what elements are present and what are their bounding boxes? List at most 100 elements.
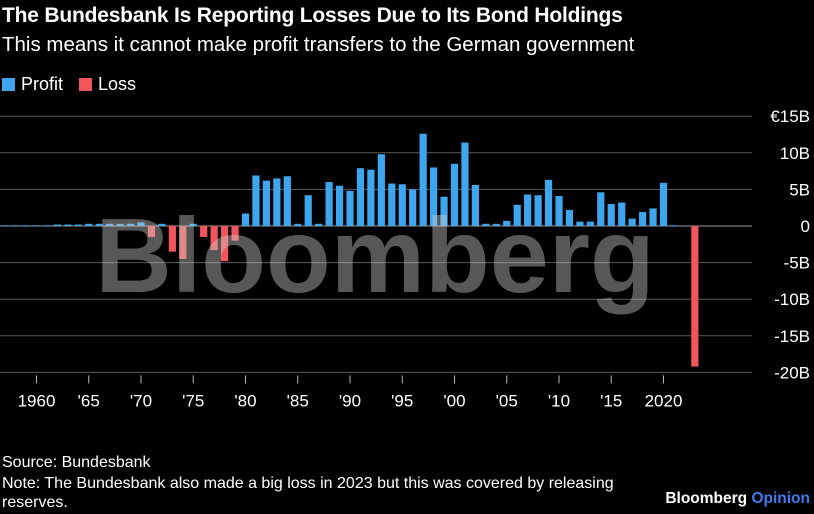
profit-bar xyxy=(409,189,417,226)
y-tick-label: 5B xyxy=(789,180,810,199)
y-tick-label: 10B xyxy=(780,144,810,163)
profit-bar xyxy=(137,222,145,226)
profit-bar xyxy=(356,168,365,226)
x-tick-label: '00 xyxy=(443,391,465,410)
loss-bar xyxy=(147,226,156,237)
footnote: Note: The Bundesbank also made a big los… xyxy=(2,475,614,511)
x-tick-label: '75 xyxy=(182,391,204,410)
legend-swatch-profit xyxy=(2,78,15,91)
profit-bar xyxy=(262,180,270,226)
legend: Profit Loss xyxy=(2,74,152,95)
profit-bar xyxy=(367,169,375,226)
legend-swatch-loss xyxy=(79,78,93,91)
profit-bar xyxy=(241,213,250,226)
profit-bar xyxy=(544,179,553,226)
chart-subtitle: This means it cannot make profit transfe… xyxy=(2,33,635,56)
x-tick-label: '70 xyxy=(130,391,152,410)
loss-bar xyxy=(168,226,176,252)
loss-bar xyxy=(231,226,239,241)
profit-bar xyxy=(304,195,312,226)
profit-bar xyxy=(419,133,427,226)
x-tick-label: '85 xyxy=(287,391,309,410)
y-tick-label: 0 xyxy=(801,217,810,236)
profit-bar xyxy=(158,223,166,226)
profit-bar xyxy=(555,195,563,226)
loss-bar xyxy=(210,226,218,251)
profit-bar xyxy=(325,182,333,226)
y-axis-ticks: €15B 10B 5B 0 -5B -10B -15B -20B xyxy=(770,107,810,382)
profit-bar xyxy=(471,185,479,226)
profit-bar xyxy=(85,223,93,226)
profit-bar xyxy=(126,223,135,226)
profit-bar xyxy=(22,225,30,227)
x-tick-label: '15 xyxy=(600,391,622,410)
profit-bar xyxy=(670,225,678,227)
bars xyxy=(1,133,699,367)
profit-bar xyxy=(53,224,61,226)
legend-label-profit: Profit xyxy=(21,74,64,94)
loss-bar xyxy=(200,226,208,237)
loss-bar xyxy=(691,226,699,367)
profit-bar xyxy=(273,178,281,226)
profit-bar xyxy=(576,221,584,226)
profit-bar xyxy=(12,225,20,227)
legend-label-loss: Loss xyxy=(98,74,137,94)
profit-bar xyxy=(607,204,615,226)
chart-title: The Bundesbank Is Reporting Losses Due t… xyxy=(2,4,623,27)
y-tick-label: -5B xyxy=(784,254,810,273)
profit-bar xyxy=(377,154,385,226)
profit-bar xyxy=(513,204,521,226)
profit-bar xyxy=(659,182,668,226)
x-tick-label: '05 xyxy=(496,391,518,410)
profit-bar xyxy=(524,194,532,226)
x-tick-label: '90 xyxy=(339,391,361,410)
profit-bar xyxy=(597,192,605,226)
x-tick-label: '80 xyxy=(234,391,256,410)
profit-bar xyxy=(1,225,9,227)
profit-bar xyxy=(283,176,291,226)
y-tick-label: -10B xyxy=(774,290,810,309)
gridlines xyxy=(0,115,752,373)
y-tick-label: €15B xyxy=(770,107,810,126)
x-tick-label: '10 xyxy=(548,391,570,410)
profit-bar xyxy=(482,223,490,226)
profit-bar xyxy=(106,223,114,226)
profit-bar xyxy=(388,183,396,226)
bloomberg-watermark: Bloomberg xyxy=(95,197,654,315)
x-tick-label: '65 xyxy=(78,391,100,410)
profit-bar xyxy=(618,202,626,226)
profit-bar xyxy=(335,185,344,226)
profit-bar xyxy=(440,196,448,226)
brand-accent: Opinion xyxy=(751,490,810,507)
profit-bar xyxy=(639,212,647,226)
profit-bar xyxy=(64,224,72,226)
x-tick-label: '95 xyxy=(391,391,413,410)
legend-item-loss: Loss xyxy=(79,74,136,95)
profit-bar xyxy=(189,223,197,226)
profit-bar xyxy=(649,208,657,226)
profit-bar xyxy=(503,220,511,226)
legend-item-profit: Profit xyxy=(2,74,63,95)
profit-bar xyxy=(346,190,354,226)
profit-bar xyxy=(492,223,500,226)
profit-bar xyxy=(95,223,103,226)
brand-main: Bloomberg xyxy=(665,490,748,507)
profit-bar xyxy=(450,163,459,226)
profit-bar xyxy=(461,142,469,226)
profit-bar xyxy=(565,209,574,226)
bar-chart: Bloomberg €15B 10B 5B 0 -5B -10B -15B -20B 1960… xyxy=(0,107,810,410)
profit-bar xyxy=(534,195,542,226)
profit-bar xyxy=(43,225,51,227)
profit-bar xyxy=(252,175,260,226)
x-tick-label: 2020 xyxy=(645,391,683,410)
profit-bar xyxy=(294,223,302,226)
bloomberg-opinion-logo: Bloomberg Opinion xyxy=(665,490,810,508)
loss-bar xyxy=(221,226,229,262)
profit-bar xyxy=(116,223,124,226)
source-note: Source: Bundesbank xyxy=(2,454,151,471)
loss-bar xyxy=(179,226,187,259)
profit-bar xyxy=(315,223,323,226)
profit-bar xyxy=(628,218,636,226)
profit-bar xyxy=(398,184,406,226)
x-tick-label: 1960 xyxy=(18,391,56,410)
